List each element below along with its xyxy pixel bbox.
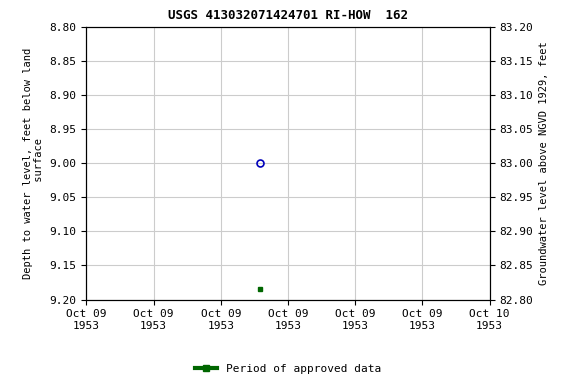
Title: USGS 413032071424701 RI-HOW  162: USGS 413032071424701 RI-HOW 162 (168, 8, 408, 22)
Legend: Period of approved data: Period of approved data (191, 359, 385, 379)
Y-axis label: Depth to water level, feet below land
 surface: Depth to water level, feet below land su… (22, 48, 44, 279)
Y-axis label: Groundwater level above NGVD 1929, feet: Groundwater level above NGVD 1929, feet (539, 41, 548, 285)
